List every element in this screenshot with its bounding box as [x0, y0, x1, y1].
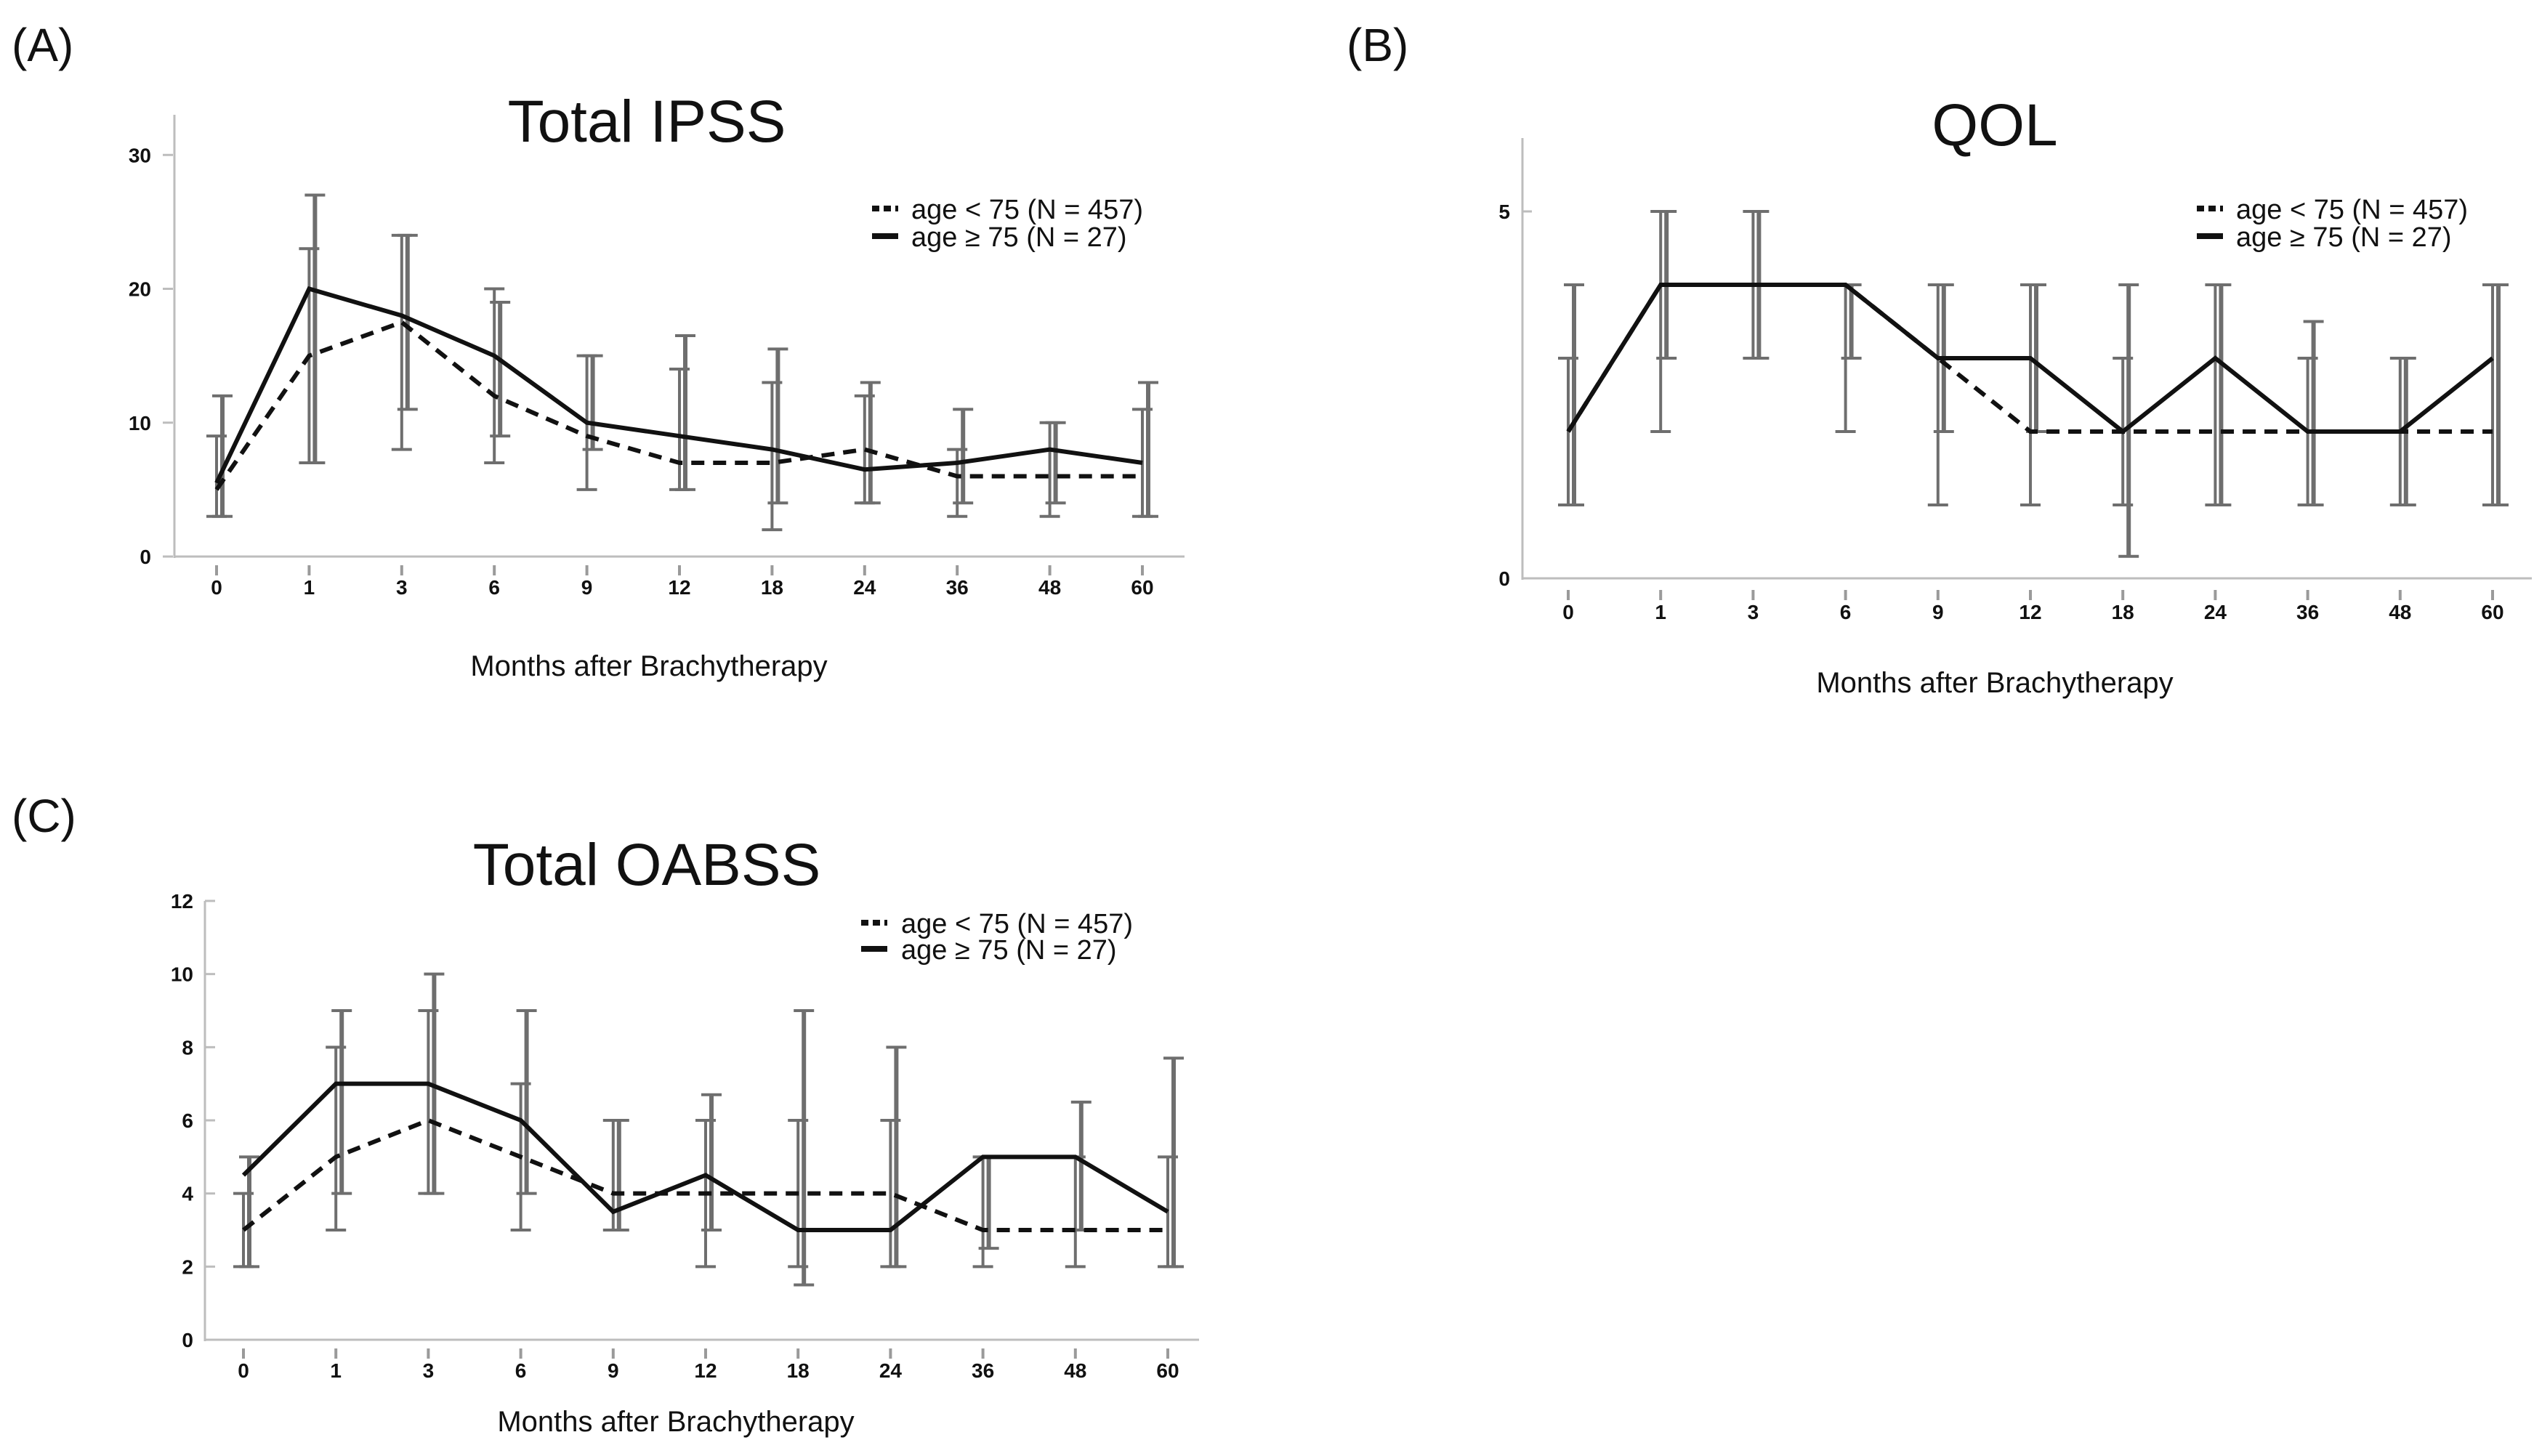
- y-tick-label: 0: [1498, 567, 1510, 590]
- panel-b: (B) QOL 05 0 1 3 6 9 12 18 24 36 48 60 Months afte…: [1347, 19, 2532, 699]
- x-tick-label: 12: [2019, 601, 2041, 623]
- x-ticks: 0 1 3 6 9 12 18 24 36 48 60: [211, 565, 1154, 599]
- chart-title: Total OABSS: [473, 832, 821, 898]
- y-tick-label: 10: [171, 963, 193, 986]
- x-tick-label: 3: [396, 576, 408, 599]
- x-tick-label: 36: [972, 1359, 994, 1382]
- legend: age < 75 (N = 457) age ≥ 75 (N = 27): [2197, 195, 2468, 253]
- x-axis-label: Months after Brachytherapy: [470, 650, 827, 682]
- x-tick-label: 9: [581, 576, 593, 599]
- y-ticks: 05: [1498, 201, 1532, 590]
- panel-label: (A): [12, 19, 73, 71]
- x-tick-label: 60: [2481, 601, 2503, 623]
- series-line-age-lt-75: [214, 320, 1142, 491]
- x-tick-label: 60: [1156, 1359, 1179, 1382]
- y-tick-label: 5: [1498, 201, 1510, 223]
- legend-entry-age-ge-75: age ≥ 75 (N = 27): [911, 222, 1127, 253]
- y-tick-label: 10: [129, 412, 151, 434]
- legend-entry-age-lt-75: age < 75 (N = 457): [911, 195, 1143, 225]
- x-tick-label: 3: [423, 1359, 435, 1382]
- legend-entry-age-lt-75: age < 75 (N = 457): [901, 909, 1133, 939]
- y-ticks: 0 10 20 30: [129, 144, 173, 568]
- x-tick-label: 6: [488, 576, 500, 599]
- errorbars-age-lt-75: [206, 233, 1153, 532]
- y-ticks: 0 2 4 6 8 10 12: [171, 890, 215, 1351]
- x-tick-label: 18: [2112, 601, 2134, 623]
- x-tick-label: 48: [1064, 1359, 1086, 1382]
- legend: age < 75 (N = 457) age ≥ 75 (N = 27): [872, 195, 1143, 253]
- panel-label: (B): [1347, 19, 1408, 71]
- x-tick-label: 1: [304, 576, 315, 599]
- legend-entry-age-ge-75: age ≥ 75 (N = 27): [2236, 222, 2452, 253]
- x-tick-label: 24: [2204, 601, 2227, 623]
- series-line-age-ge-75: [214, 286, 1143, 484]
- errorbars-age-lt-75: [233, 1009, 1178, 1269]
- x-tick-label: 60: [1131, 576, 1153, 599]
- y-tick-label: 4: [182, 1183, 193, 1205]
- legend: age < 75 (N = 457) age ≥ 75 (N = 27): [861, 909, 1133, 966]
- y-tick-label: 2: [182, 1255, 193, 1278]
- x-tick-label: 9: [608, 1359, 619, 1382]
- x-tick-label: 1: [1655, 601, 1666, 623]
- x-tick-label: 36: [2296, 601, 2319, 623]
- x-tick-label: 0: [238, 1359, 249, 1382]
- legend-entry-age-lt-75: age < 75 (N = 457): [2236, 195, 2468, 225]
- series-line-age-lt-75: [242, 1117, 1168, 1232]
- x-tick-label: 18: [787, 1359, 810, 1382]
- x-ticks: 0 1 3 6 9 12 18 24 36 48 60: [1562, 590, 2504, 623]
- x-tick-label: 0: [211, 576, 222, 599]
- x-tick-label: 3: [1748, 601, 1759, 623]
- errorbars-age-ge-75: [239, 972, 1184, 1287]
- y-tick-label: 0: [182, 1329, 193, 1351]
- series-line-age-ge-75: [1566, 283, 2494, 434]
- panel-label: (C): [12, 790, 76, 842]
- y-tick-label: 8: [182, 1036, 193, 1059]
- chart-title: Total IPSS: [508, 89, 786, 155]
- x-tick-label: 12: [668, 576, 690, 599]
- legend-entry-age-ge-75: age ≥ 75 (N = 27): [901, 935, 1117, 966]
- y-tick-label: 6: [182, 1109, 193, 1132]
- errorbars-age-ge-75: [212, 193, 1158, 518]
- x-tick-label: 6: [515, 1359, 527, 1382]
- y-tick-label: 12: [171, 890, 193, 913]
- y-tick-label: 0: [140, 546, 151, 568]
- x-tick-label: 0: [1562, 601, 1574, 623]
- x-axis-label: Months after Brachytherapy: [497, 1406, 854, 1438]
- y-tick-label: 20: [129, 278, 151, 301]
- x-tick-label: 24: [853, 576, 876, 599]
- x-tick-label: 18: [761, 576, 783, 599]
- x-tick-label: 9: [1932, 601, 1944, 623]
- x-tick-label: 36: [946, 576, 969, 599]
- x-tick-label: 1: [330, 1359, 342, 1382]
- x-tick-label: 24: [879, 1359, 903, 1382]
- x-ticks: 0 1 3 6 9 12 18 24 36 48 60: [238, 1348, 1179, 1382]
- x-tick-label: 48: [1038, 576, 1061, 599]
- x-tick-label: 6: [1840, 601, 1852, 623]
- x-axis-label: Months after Brachytherapy: [1816, 667, 2173, 699]
- series-line-age-ge-75: [241, 1081, 1169, 1232]
- x-tick-label: 12: [694, 1359, 717, 1382]
- y-tick-label: 30: [129, 144, 151, 166]
- x-tick-label: 48: [2389, 601, 2411, 623]
- chart-title: QOL: [1932, 92, 2057, 158]
